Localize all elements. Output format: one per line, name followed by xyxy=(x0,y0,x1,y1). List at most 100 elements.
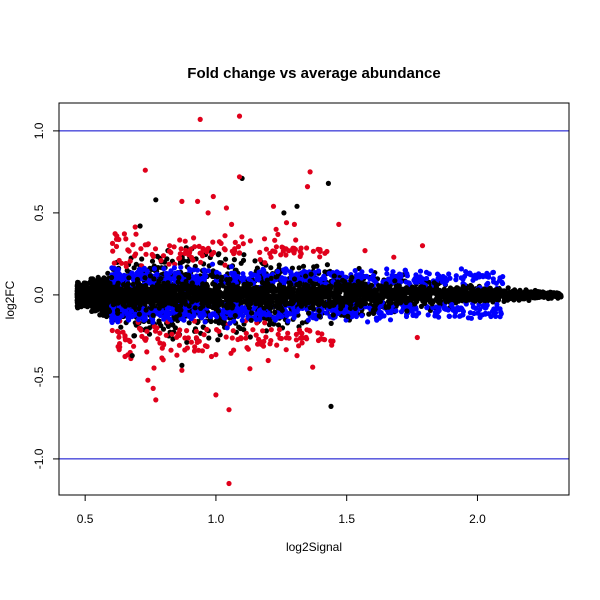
black-data-point xyxy=(220,291,226,297)
red-data-point xyxy=(171,244,177,250)
black-data-point xyxy=(123,290,129,296)
red-data-point xyxy=(138,327,144,333)
red-outlier-point xyxy=(307,169,313,175)
black-data-point xyxy=(336,297,342,303)
blue-data-point xyxy=(475,310,481,316)
black-data-point xyxy=(259,285,265,292)
black-data-point xyxy=(333,286,339,292)
red-data-point xyxy=(280,248,286,254)
black-data-point xyxy=(172,316,178,322)
black-data-point xyxy=(535,289,541,295)
red-data-point xyxy=(150,253,156,259)
black-data-point xyxy=(225,281,231,287)
red-data-point xyxy=(111,260,117,266)
blue-data-point xyxy=(480,303,487,310)
red-data-point xyxy=(120,329,126,335)
red-data-point xyxy=(329,342,335,348)
red-data-point xyxy=(152,246,159,252)
y-tick-label: 1.0 xyxy=(32,122,46,139)
black-data-point xyxy=(230,282,236,288)
blue-data-point xyxy=(227,320,233,326)
red-data-point xyxy=(143,336,149,342)
y-tick-label: 0.5 xyxy=(32,204,46,221)
blue-data-point xyxy=(178,264,184,270)
blue-data-point xyxy=(163,271,169,277)
blue-data-point xyxy=(423,269,430,275)
black-data-point xyxy=(269,299,275,305)
black-data-point xyxy=(214,274,220,280)
black-data-point xyxy=(97,312,103,318)
blue-data-point xyxy=(209,261,216,267)
blue-data-point xyxy=(219,311,225,318)
black-data-point xyxy=(276,262,282,268)
red-data-point xyxy=(275,331,281,337)
blue-data-point xyxy=(355,272,362,278)
red-data-point xyxy=(182,238,188,244)
red-data-point xyxy=(272,249,278,255)
red-outlier-point xyxy=(336,221,342,227)
blue-data-point xyxy=(285,318,291,324)
blue-data-point xyxy=(398,272,404,278)
black-data-point xyxy=(392,278,398,284)
black-data-point xyxy=(351,284,357,290)
points-layer xyxy=(74,113,564,487)
red-data-point xyxy=(163,332,169,338)
blue-data-point xyxy=(314,276,320,282)
black-data-point xyxy=(242,299,249,305)
black-data-point xyxy=(348,277,354,283)
black-data-point xyxy=(286,300,292,306)
red-data-point xyxy=(299,340,305,346)
red-data-point xyxy=(222,247,228,253)
black-data-point xyxy=(118,324,124,330)
black-data-point xyxy=(150,312,156,318)
black-data-point xyxy=(172,325,178,331)
red-data-point xyxy=(275,231,281,237)
black-data-point xyxy=(272,303,278,309)
blue-data-point xyxy=(459,306,465,312)
black-data-point xyxy=(324,262,330,268)
black-data-point xyxy=(241,288,247,295)
black-data-point xyxy=(345,294,351,300)
black-data-point xyxy=(107,288,113,294)
black-data-point xyxy=(433,284,439,290)
black-data-point xyxy=(538,293,545,300)
red-data-point xyxy=(330,338,336,344)
blue-data-point xyxy=(424,305,430,311)
black-data-point xyxy=(372,287,378,293)
black-data-point xyxy=(287,287,293,293)
black-data-point xyxy=(474,288,480,294)
blue-data-point xyxy=(282,270,288,276)
black-data-point xyxy=(435,290,441,296)
blue-data-point xyxy=(135,317,142,323)
black-data-point xyxy=(505,285,511,291)
blue-data-point xyxy=(460,276,466,282)
black-data-point xyxy=(232,313,238,319)
black-data-point xyxy=(215,337,221,343)
red-data-point xyxy=(245,346,251,352)
black-data-point xyxy=(186,275,192,281)
blue-data-point xyxy=(157,309,163,315)
blue-data-point xyxy=(240,271,246,277)
black-data-point xyxy=(388,287,395,293)
black-data-point xyxy=(275,322,282,328)
black-data-point xyxy=(520,295,526,302)
blue-data-point xyxy=(470,277,476,283)
black-data-point xyxy=(249,310,255,316)
red-data-point xyxy=(132,224,138,230)
black-data-point xyxy=(223,256,229,262)
y-axis: -1.0-0.50.00.51.0 xyxy=(32,122,59,469)
black-data-point xyxy=(130,281,136,287)
black-data-point xyxy=(493,288,500,294)
black-data-point xyxy=(165,299,171,305)
black-data-point xyxy=(224,289,230,295)
black-data-point xyxy=(252,258,258,264)
blue-data-point xyxy=(482,311,488,317)
y-tick-label: 0.0 xyxy=(32,286,46,303)
blue-data-point xyxy=(233,276,239,282)
red-outlier-point xyxy=(273,226,279,232)
black-outlier-point xyxy=(328,403,334,409)
chart-title: Fold change vs average abundance xyxy=(187,65,440,82)
x-axis: 0.5 1.0 1.5 2.0 xyxy=(77,494,486,526)
red-data-point xyxy=(203,247,209,253)
blue-data-point xyxy=(398,309,405,315)
